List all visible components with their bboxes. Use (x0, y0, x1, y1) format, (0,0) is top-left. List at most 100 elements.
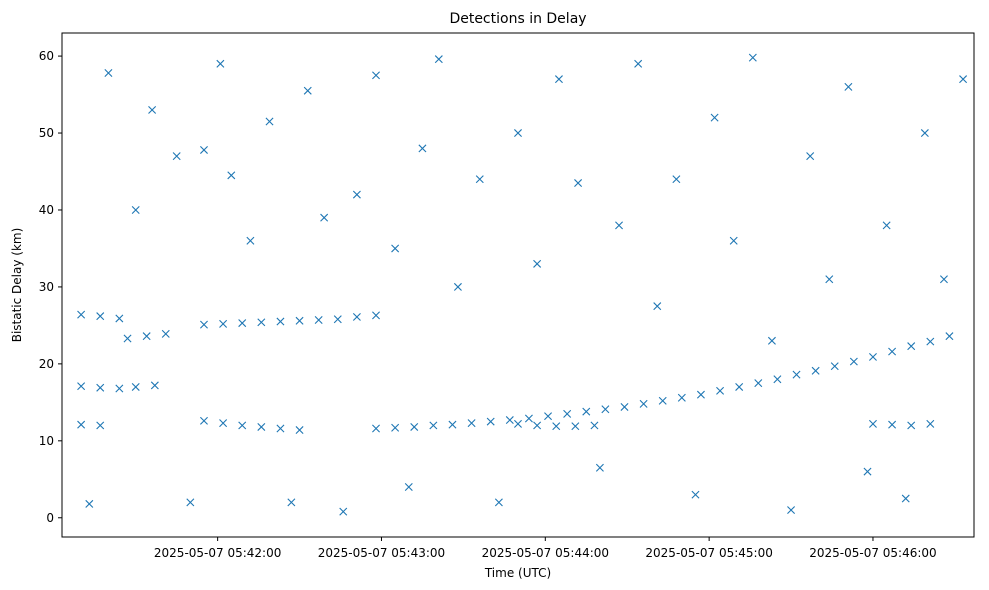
data-point (314, 316, 323, 324)
data-point (735, 382, 744, 391)
data-point (920, 129, 929, 138)
data-point (77, 420, 86, 429)
data-point (959, 75, 968, 84)
data-point (863, 467, 872, 476)
data-point (615, 221, 624, 230)
data-point (787, 506, 796, 515)
data-point (352, 312, 361, 321)
y-tick-label: 10 (39, 434, 54, 448)
data-point (552, 422, 561, 431)
data-point (792, 370, 801, 379)
data-point (524, 414, 533, 423)
data-point (672, 175, 681, 184)
data-point (868, 352, 877, 361)
data-point (467, 419, 476, 428)
data-point (882, 221, 891, 230)
data-point (320, 213, 329, 222)
y-tick-label: 40 (39, 203, 54, 217)
x-tick-label: 2025-05-07 05:46:00 (809, 546, 936, 560)
data-point (434, 55, 443, 64)
data-point (85, 499, 94, 508)
data-point (104, 69, 113, 78)
data-point (142, 332, 151, 341)
x-tick-label: 2025-05-07 05:43:00 (318, 546, 445, 560)
data-point (303, 86, 312, 95)
data-point (653, 302, 662, 311)
data-point (257, 422, 266, 431)
data-point (186, 498, 195, 507)
data-point (544, 412, 553, 421)
data-point (295, 426, 304, 435)
data-point (514, 419, 522, 428)
data-point (945, 332, 954, 341)
data-point (533, 259, 542, 268)
data-point (131, 382, 140, 391)
data-point (620, 402, 629, 411)
data-point (907, 342, 916, 351)
data-point (901, 494, 910, 503)
data-point (658, 396, 667, 405)
data-point (404, 482, 413, 491)
data-point (219, 319, 228, 328)
data-point (888, 420, 897, 429)
data-point (199, 416, 208, 425)
data-point (199, 320, 208, 329)
y-tick-label: 0 (46, 511, 54, 525)
data-point (219, 419, 228, 428)
data-point (257, 318, 266, 327)
data-point (533, 421, 542, 430)
data-point (844, 82, 853, 91)
data-point (246, 236, 255, 245)
data-point (677, 393, 686, 402)
data-point (926, 337, 935, 346)
data-point (754, 379, 763, 388)
data-point (825, 275, 834, 284)
data-point (505, 416, 514, 425)
x-tick-label: 2025-05-07 05:44:00 (482, 546, 609, 560)
y-tick-label: 60 (39, 49, 54, 63)
data-point (352, 190, 361, 199)
data-point (571, 422, 580, 431)
data-point (276, 424, 285, 433)
data-point (150, 381, 159, 390)
data-point (448, 420, 457, 429)
y-tick-label: 30 (39, 280, 54, 294)
data-point (595, 463, 604, 472)
data-point (172, 152, 181, 161)
data-point (227, 171, 236, 180)
y-tick-label: 20 (39, 357, 54, 371)
y-axis-ticks: 0 10 20 30 40 50 60 (39, 49, 62, 525)
data-point (639, 399, 648, 408)
data-point (333, 315, 342, 324)
data-point (926, 419, 935, 428)
data-point (554, 75, 563, 84)
data-point (96, 421, 105, 430)
data-point (563, 409, 572, 418)
data-point (429, 421, 438, 430)
data-point (475, 175, 484, 184)
data-point (418, 144, 427, 153)
y-tick-label: 50 (39, 126, 54, 140)
data-point (773, 375, 782, 384)
x-axis-ticks: 2025-05-07 05:42:00 2025-05-07 05:43:00 20… (154, 537, 937, 560)
data-point (199, 145, 208, 154)
data-point (716, 386, 725, 395)
data-points (77, 53, 968, 516)
data-point (287, 498, 296, 507)
data-point (372, 71, 381, 80)
data-point (265, 117, 274, 126)
data-point (907, 421, 916, 430)
data-point (77, 310, 86, 319)
data-point (767, 336, 776, 345)
data-point (514, 129, 522, 138)
data-point (806, 152, 815, 161)
plot-frame (61, 32, 975, 538)
x-axis-label: Time (UTC) (484, 566, 551, 580)
data-point (696, 390, 705, 399)
data-point (830, 362, 839, 371)
data-point (77, 382, 86, 391)
chart-title: Detections in Delay (449, 11, 586, 27)
data-point (939, 275, 948, 284)
data-point (372, 311, 381, 320)
